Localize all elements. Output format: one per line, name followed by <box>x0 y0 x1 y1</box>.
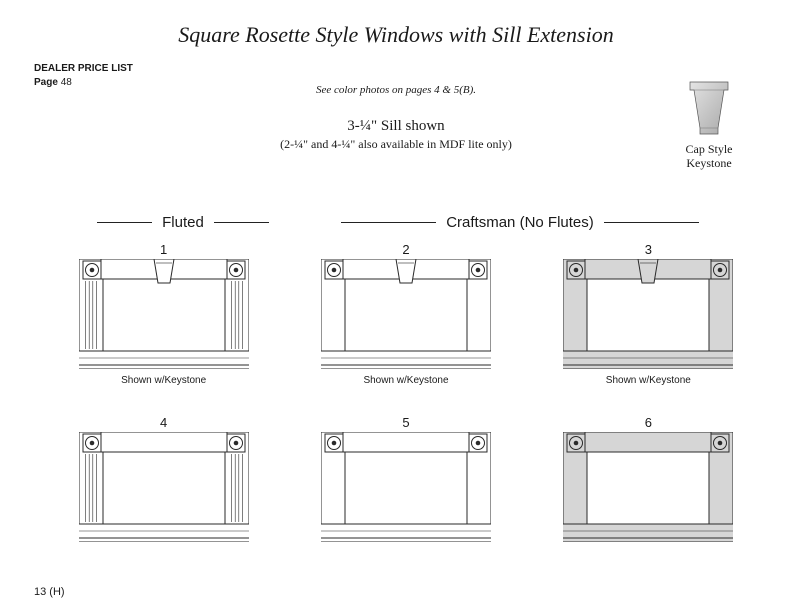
window-caption: Shown w/Keystone <box>363 375 448 387</box>
window-caption: Shown w/Keystone <box>121 375 206 387</box>
window-cell: 2 Shown w/Keystone <box>312 242 499 387</box>
page-title: Square Rosette Style Windows with Sill E… <box>0 0 792 48</box>
window-illustration <box>79 259 249 369</box>
page-label: Page <box>34 77 58 88</box>
window-number: 2 <box>402 242 409 257</box>
window-illustration <box>321 259 491 369</box>
rule-right <box>604 222 699 223</box>
window-illustration <box>79 432 249 542</box>
window-illustration <box>321 432 491 542</box>
rule-left <box>341 222 436 223</box>
window-cell: 1 Shown w/Keystone <box>70 242 257 387</box>
window-cell: 3 Shown w/Keystone <box>555 242 742 387</box>
window-number: 3 <box>645 242 652 257</box>
rule-right <box>214 222 269 223</box>
keystone-sample: Cap Style Keystone <box>674 78 744 171</box>
page-number: 48 <box>61 77 72 88</box>
window-grid: 1 Shown w/Keystone 2 Shown w/Keystone 3 <box>70 242 742 560</box>
window-number: 5 <box>402 415 409 430</box>
keystone-label: Cap Style Keystone <box>674 142 744 171</box>
category-fluted-label: Fluted <box>162 214 204 231</box>
dealer-line2: Page 48 <box>34 76 133 90</box>
dealer-line1: DEALER PRICE LIST <box>34 62 133 76</box>
category-row: Fluted Craftsman (No Flutes) <box>0 214 792 238</box>
window-illustration <box>563 259 733 369</box>
window-cell: 5 <box>312 415 499 560</box>
window-cell: 6 <box>555 415 742 560</box>
window-cell: 4 <box>70 415 257 560</box>
window-number: 6 <box>645 415 652 430</box>
window-caption: Shown w/Keystone <box>606 375 691 387</box>
footer-code: 13 (H) <box>34 586 65 598</box>
category-craftsman: Craftsman (No Flutes) <box>310 214 730 231</box>
rule-left <box>97 222 152 223</box>
dealer-price-block: DEALER PRICE LIST Page 48 <box>34 62 133 89</box>
category-fluted: Fluted <box>88 214 278 231</box>
keystone-icon <box>684 78 734 136</box>
window-number: 4 <box>160 415 167 430</box>
category-craftsman-label: Craftsman (No Flutes) <box>446 214 594 231</box>
window-number: 1 <box>160 242 167 257</box>
window-illustration <box>563 432 733 542</box>
